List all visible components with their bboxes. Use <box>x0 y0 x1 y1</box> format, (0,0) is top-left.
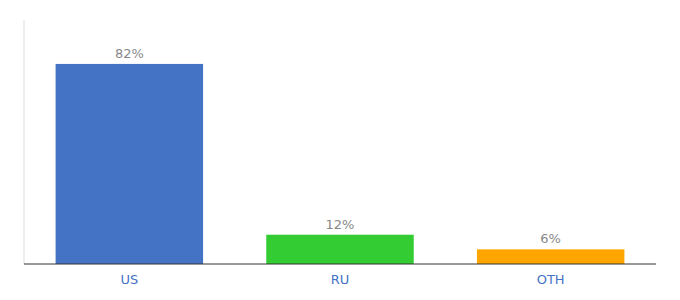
chart-container: 82% 12% 6% US RU OTH <box>0 0 680 300</box>
y-axis-line <box>24 20 25 264</box>
x-tick-label: US <box>120 272 138 287</box>
x-axis-line <box>24 264 656 265</box>
chart: 82% 12% 6% US RU OTH <box>0 0 680 300</box>
bar <box>266 235 413 264</box>
x-tick-label: RU <box>331 272 350 287</box>
x-tick-label: OTH <box>537 272 565 287</box>
data-label: 6% <box>540 231 561 246</box>
data-label: 82% <box>115 46 144 61</box>
bars <box>56 64 625 264</box>
data-label: 12% <box>326 217 355 232</box>
bar <box>56 64 203 264</box>
bar <box>477 249 624 264</box>
